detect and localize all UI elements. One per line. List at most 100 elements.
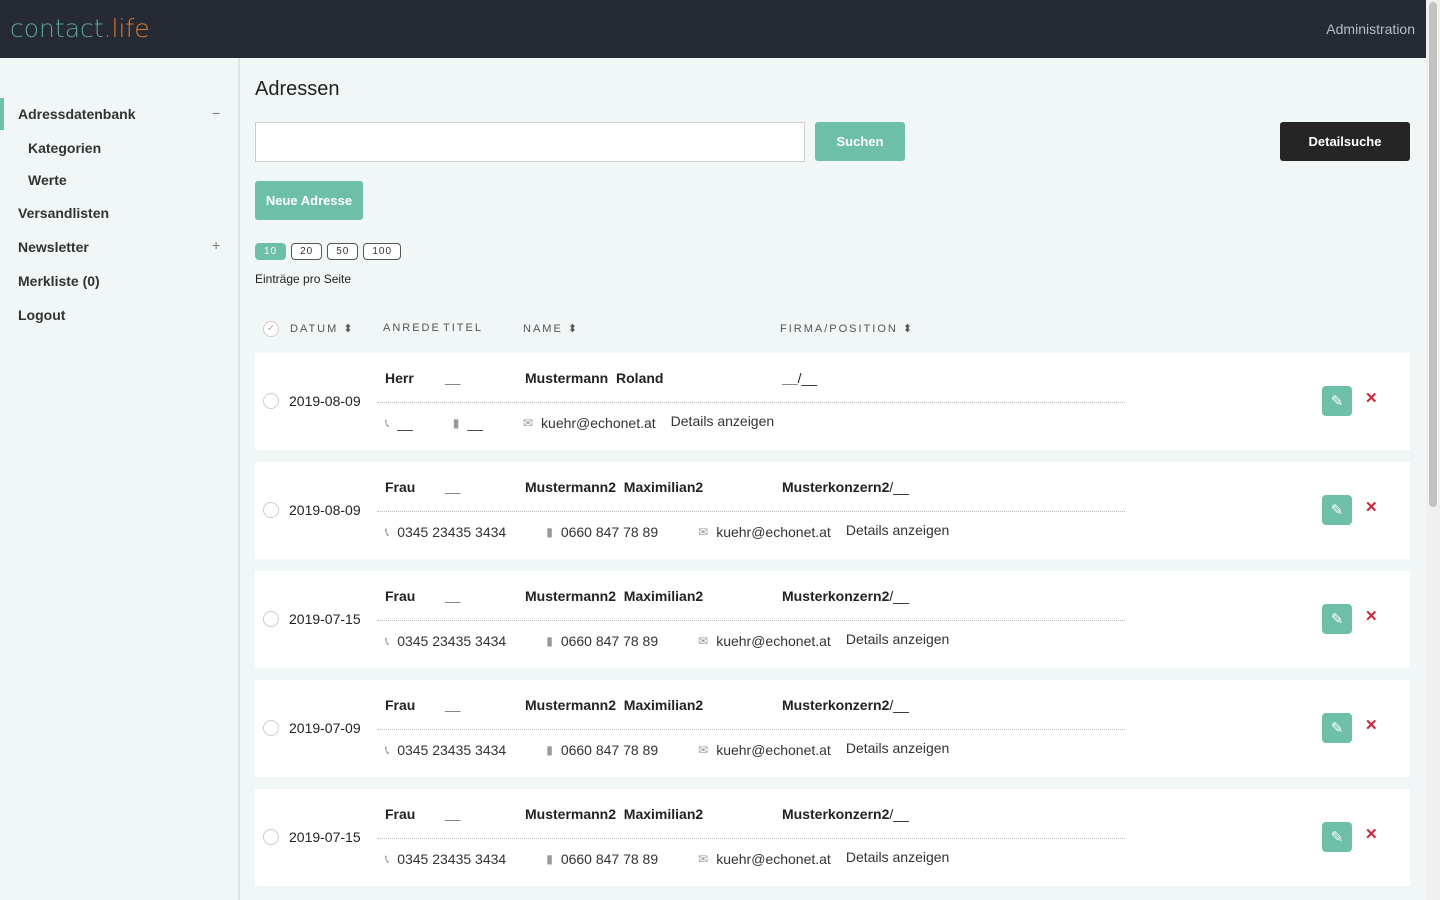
pencil-icon: ✎ xyxy=(1330,829,1344,846)
mobile-icon: ▮ xyxy=(546,634,553,648)
column-datum[interactable]: DATUM ⬍ xyxy=(290,322,355,335)
sidebar: Adressdatenbank − Kategorien Werte Versa… xyxy=(0,58,240,900)
row-firma: Musterkonzern2 xyxy=(782,697,890,713)
details-link[interactable]: Details anzeigen xyxy=(845,631,950,647)
scrollbar[interactable] xyxy=(1426,0,1440,900)
logo-accent: .life xyxy=(103,14,150,43)
delete-button[interactable]: ✕ xyxy=(1365,389,1378,407)
row-position: __ xyxy=(893,806,909,822)
phone-icon: 📞︎ xyxy=(385,524,390,539)
pencil-icon: ✎ xyxy=(1330,611,1344,628)
pencil-icon: ✎ xyxy=(1330,393,1344,410)
sidebar-item-kategorien[interactable]: Kategorien xyxy=(28,140,102,156)
row-titel: __ xyxy=(445,479,461,495)
detail-search-button[interactable]: Detailsuche xyxy=(1280,122,1410,161)
logo[interactable]: contact.life xyxy=(10,14,150,43)
top-bar: contact.life Administration xyxy=(0,0,1426,58)
row-anrede: Frau xyxy=(385,697,416,713)
phone-icon: 📞︎ xyxy=(385,415,390,430)
row-date: 2019-08-09 xyxy=(289,393,361,409)
collapse-toggle[interactable]: − xyxy=(212,105,221,121)
edit-button[interactable]: ✎ xyxy=(1322,604,1352,634)
page-size-100[interactable]: 100 xyxy=(363,243,402,260)
table-row: 2019-07-15 Frau __ Mustermann2 Maximilia… xyxy=(255,789,1410,886)
expand-toggle[interactable]: + xyxy=(212,237,221,253)
divider xyxy=(377,402,1125,403)
row-mobile: 0660 847 78 89 xyxy=(560,742,659,758)
phone-icon: 📞︎ xyxy=(385,633,390,648)
column-firma-position[interactable]: FIRMA/POSITION ⬍ xyxy=(780,322,914,335)
row-email[interactable]: kuehr@echonet.at xyxy=(716,851,831,867)
page-size-50[interactable]: 50 xyxy=(327,243,359,260)
row-checkbox[interactable] xyxy=(263,611,279,627)
row-titel: __ xyxy=(445,697,461,713)
column-label: NAME xyxy=(523,323,563,335)
row-titel: __ xyxy=(445,588,461,604)
administration-link[interactable]: Administration xyxy=(1326,21,1415,37)
scrollbar-thumb[interactable] xyxy=(1429,2,1437,507)
row-phone: 0345 23435 3434 xyxy=(397,633,507,649)
sort-icon: ⬍ xyxy=(567,323,580,335)
row-anrede: Frau xyxy=(385,479,416,495)
row-name: Mustermann2 Maximilian2 xyxy=(525,479,704,495)
row-phone: 0345 23435 3434 xyxy=(397,742,507,758)
row-phone: __ xyxy=(397,415,413,431)
delete-button[interactable]: ✕ xyxy=(1365,825,1378,843)
row-checkbox[interactable] xyxy=(263,393,279,409)
row-email[interactable]: kuehr@echonet.at xyxy=(716,524,831,540)
close-icon: ✕ xyxy=(1365,499,1378,516)
pencil-icon: ✎ xyxy=(1330,720,1344,737)
column-label: FIRMA/POSITION xyxy=(780,323,898,335)
page-size-20[interactable]: 20 xyxy=(291,243,323,260)
delete-button[interactable]: ✕ xyxy=(1365,607,1378,625)
search-button[interactable]: Suchen xyxy=(815,122,905,161)
sidebar-item-newsletter[interactable]: Newsletter xyxy=(18,239,89,255)
new-address-button[interactable]: Neue Adresse xyxy=(255,181,363,220)
column-label: DATUM xyxy=(290,323,339,335)
page-size-selector: 10 20 50 100 xyxy=(255,243,402,260)
close-icon: ✕ xyxy=(1365,826,1378,843)
select-all-checkbox[interactable]: ✓ xyxy=(263,321,279,337)
sidebar-item-versandlisten[interactable]: Versandlisten xyxy=(18,205,110,221)
details-link[interactable]: Details anzeigen xyxy=(670,413,775,429)
mail-icon: ✉ xyxy=(522,416,534,430)
row-email[interactable]: kuehr@echonet.at xyxy=(716,633,831,649)
table-row: 2019-08-09 Herr __ Mustermann Roland __/… xyxy=(255,353,1410,450)
row-checkbox[interactable] xyxy=(263,720,279,736)
details-link[interactable]: Details anzeigen xyxy=(845,740,950,756)
row-email[interactable]: kuehr@echonet.at xyxy=(541,415,656,431)
mobile-icon: ▮ xyxy=(452,416,460,430)
row-checkbox[interactable] xyxy=(263,829,279,845)
row-titel: __ xyxy=(445,806,461,822)
edit-button[interactable]: ✎ xyxy=(1322,495,1352,525)
main-content: Adressen Suchen Detailsuche Neue Adresse… xyxy=(240,58,1426,900)
delete-button[interactable]: ✕ xyxy=(1365,716,1378,734)
row-name: Mustermann2 Maximilian2 xyxy=(525,697,704,713)
column-anrede: ANREDE xyxy=(383,322,441,334)
divider xyxy=(377,511,1125,512)
sidebar-item-adressdatenbank[interactable]: Adressdatenbank xyxy=(0,98,135,130)
row-email[interactable]: kuehr@echonet.at xyxy=(716,742,831,758)
column-name[interactable]: NAME ⬍ xyxy=(523,322,579,335)
edit-button[interactable]: ✎ xyxy=(1322,713,1352,743)
delete-button[interactable]: ✕ xyxy=(1365,498,1378,516)
details-link[interactable]: Details anzeigen xyxy=(845,522,950,538)
page-size-10[interactable]: 10 xyxy=(255,243,287,260)
row-mobile: 0660 847 78 89 xyxy=(560,633,659,649)
row-mobile: 0660 847 78 89 xyxy=(560,851,659,867)
row-checkbox[interactable] xyxy=(263,502,279,518)
row-titel: __ xyxy=(445,370,461,386)
mail-icon: ✉ xyxy=(698,634,709,648)
row-firma: Musterkonzern2 xyxy=(782,479,890,495)
details-link[interactable]: Details anzeigen xyxy=(845,849,950,865)
edit-button[interactable]: ✎ xyxy=(1322,822,1352,852)
phone-icon: 📞︎ xyxy=(385,851,390,866)
search-input[interactable] xyxy=(255,122,805,162)
sidebar-item-werte[interactable]: Werte xyxy=(28,172,67,188)
sidebar-item-merkliste[interactable]: Merkliste (0) xyxy=(18,273,100,289)
edit-button[interactable]: ✎ xyxy=(1322,386,1352,416)
sidebar-item-logout[interactable]: Logout xyxy=(18,307,66,323)
row-position: __ xyxy=(893,697,909,713)
mobile-icon: ▮ xyxy=(546,743,553,757)
close-icon: ✕ xyxy=(1365,608,1378,625)
